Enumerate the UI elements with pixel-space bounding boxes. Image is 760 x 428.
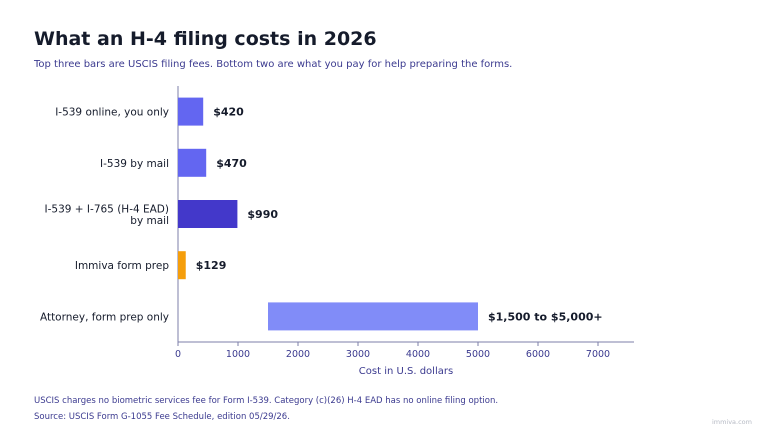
- bar-value-label: $990: [247, 208, 278, 221]
- x-tick-label: 5000: [466, 349, 490, 360]
- watermark-text: immiva.com: [711, 418, 752, 426]
- category-label: Immiva form prep: [75, 260, 169, 272]
- bar: [178, 97, 204, 126]
- chart-subtitle: Top three bars are USCIS filing fees. Bo…: [34, 59, 513, 70]
- x-tick-label: 6000: [526, 349, 550, 360]
- bar: [178, 200, 238, 228]
- chart-title: What an H-4 filing costs in 2026: [34, 28, 377, 50]
- bar: [178, 148, 207, 177]
- category-label: I-539 by mail: [100, 158, 169, 170]
- x-tick-label: 4000: [406, 349, 430, 360]
- bar-value-label: $129: [196, 259, 227, 272]
- bar-value-label: $470: [216, 157, 247, 170]
- x-tick-label: 7000: [586, 349, 610, 360]
- bar-value-label: $420: [213, 106, 244, 119]
- x-tick-label: 3000: [346, 349, 370, 360]
- x-tick-label: 0: [175, 349, 181, 360]
- chart-footnote: USCIS charges no biometric services fee …: [34, 396, 499, 406]
- bar: [268, 302, 478, 331]
- bar-value-label: $1,500 to $5,000+: [488, 310, 603, 323]
- category-label: Attorney, form prep only: [40, 311, 169, 323]
- bar: [178, 251, 186, 280]
- chart-source: Source: USCIS Form G-1055 Fee Schedule, …: [34, 412, 290, 422]
- category-label: I-539 + I-765 (H-4 EAD) by mail: [45, 203, 169, 227]
- x-tick-label: 2000: [286, 349, 310, 360]
- x-tick-label: 1000: [226, 349, 250, 360]
- x-axis-label: Cost in U.S. dollars: [359, 366, 453, 377]
- category-label: I-539 online, you only: [55, 107, 169, 119]
